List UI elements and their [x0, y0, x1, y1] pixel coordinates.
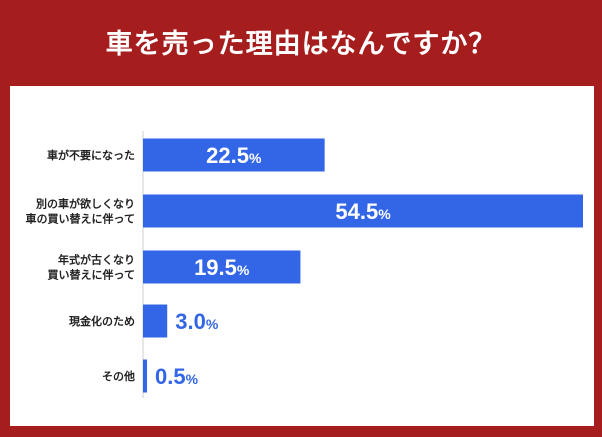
category-label-1-0: 別の車が欲しくなり	[35, 197, 135, 211]
bar-1	[143, 194, 583, 228]
bar-2	[143, 250, 301, 284]
bar-4	[143, 359, 148, 393]
value-label-2: 19.5%	[194, 255, 250, 280]
chart-title: 車を売った理由はなんですか？	[105, 28, 497, 60]
category-label-2-1: 買い替えに伴って	[48, 268, 135, 282]
chart-panel: 車が不要になった 22.5% 別の車が欲しくなり 車の買い替えに伴って 54.5% 年式が…	[10, 86, 594, 426]
value-label-4: 0.5%	[155, 364, 199, 389]
category-label-2-0: 年式が古くなり	[58, 253, 135, 267]
bar-3	[143, 304, 168, 338]
category-label-0-0: 車が不要になった	[47, 148, 135, 162]
bar-0	[143, 138, 325, 172]
category-label-4-0: その他	[102, 369, 135, 383]
value-label-1: 54.5%	[335, 199, 391, 224]
category-label-3-0: 現金化のため	[69, 314, 135, 328]
value-label-0: 22.5%	[206, 143, 262, 168]
category-label-1-1: 車の買い替えに伴って	[26, 212, 135, 226]
value-label-3: 3.0%	[175, 309, 219, 334]
